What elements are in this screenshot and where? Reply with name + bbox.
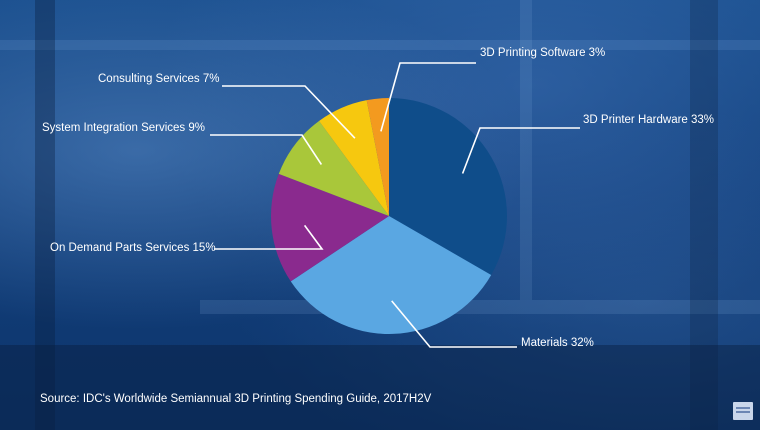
slice-label: 3D Printer Hardware 33%	[583, 114, 714, 126]
leader-line	[391, 300, 517, 348]
background-column	[35, 0, 55, 430]
slice-label: On Demand Parts Services 15%	[50, 242, 216, 254]
leader-line	[380, 62, 476, 132]
leader-line	[210, 134, 323, 165]
pie-slice	[366, 98, 389, 216]
slice-label: 3D Printing Software 3%	[480, 47, 605, 59]
pie-slice	[278, 120, 389, 216]
background-beam	[0, 40, 760, 50]
pie-slice	[271, 173, 389, 282]
background-column	[690, 0, 718, 430]
pie-slice	[290, 216, 492, 334]
slice-label: System Integration Services 9%	[42, 122, 205, 134]
leader-line	[222, 85, 356, 139]
background-floor	[0, 345, 760, 430]
slice-label: Consulting Services 7%	[98, 73, 219, 85]
source-note: Source: IDC's Worldwide Semiannual 3D Pr…	[40, 393, 432, 405]
slice-label: Materials 32%	[521, 337, 594, 349]
watermark-logo	[733, 402, 753, 420]
pie-slice	[389, 98, 507, 275]
leader-line	[214, 224, 324, 250]
background-column	[520, 0, 532, 300]
pie-slice	[319, 100, 389, 216]
leader-line	[461, 127, 580, 174]
